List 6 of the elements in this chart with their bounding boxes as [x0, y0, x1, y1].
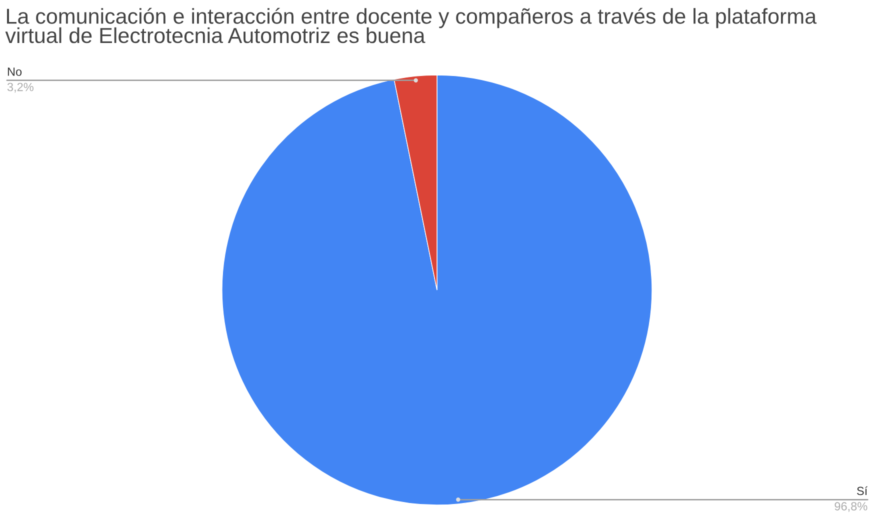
data-label: 3,2% — [7, 82, 34, 93]
slice-label: Sí — [857, 486, 868, 496]
slice-label: No — [8, 68, 22, 76]
pie-slice — [222, 74, 652, 506]
chart-title: La comunicación e interacción entre docente y compañeros a través de la plataforma virtual de Electrotecnia Automotriz es buena — [5, 8, 817, 44]
data-label: 96,8% — [834, 502, 868, 512]
